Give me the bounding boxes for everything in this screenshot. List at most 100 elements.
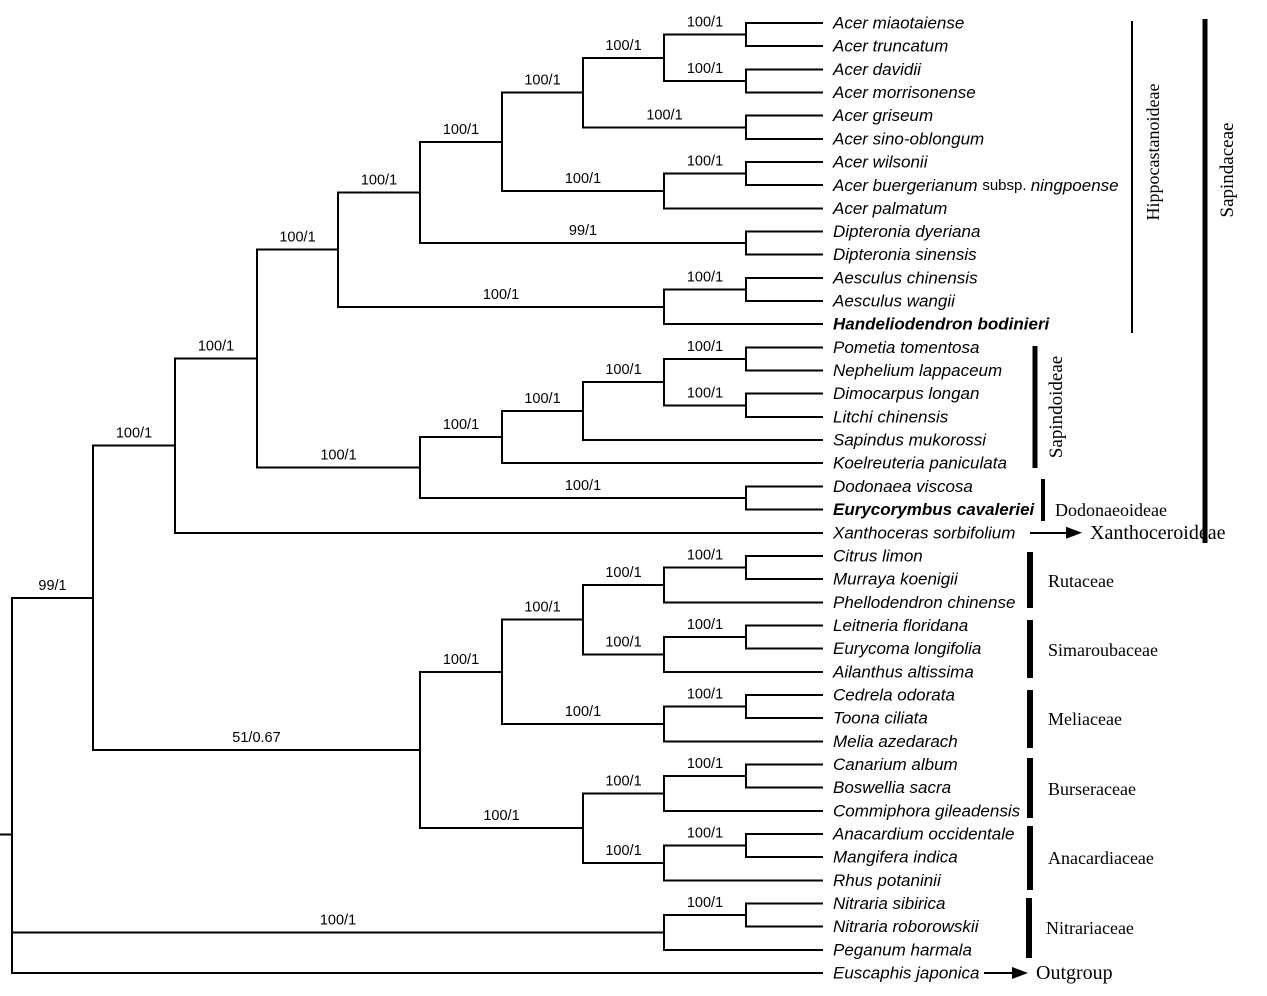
taxon-label: Aesculus chinensis	[832, 268, 978, 287]
clade-bar	[1027, 758, 1033, 818]
support-value: 99/1	[38, 578, 66, 594]
taxon-label: Dipteronia sinensis	[833, 245, 977, 264]
support-value: 100/1	[687, 687, 723, 703]
taxon-label: Aesculus wangii	[832, 292, 956, 311]
support-value: 100/1	[646, 107, 682, 123]
support-value: 100/1	[524, 391, 560, 407]
taxon-label: Nitraria roborowskii	[833, 917, 980, 936]
clade-bar	[1027, 552, 1033, 608]
clade-bar	[1027, 690, 1033, 748]
taxon-label: Handeliodendron bodinieri	[833, 315, 1051, 334]
support-value: 100/1	[483, 808, 519, 824]
support-value: 100/1	[687, 61, 723, 77]
arrow-icon	[1012, 967, 1028, 980]
support-value: 100/1	[279, 230, 315, 246]
clade-bar	[1032, 346, 1038, 468]
support-value: 100/1	[320, 448, 356, 464]
support-value: 100/1	[687, 617, 723, 633]
taxon-label: Dipteronia dyeriana	[833, 222, 980, 241]
support-value: 100/1	[605, 565, 641, 581]
taxon-label: Nephelium lappaceum	[833, 361, 1002, 380]
support-value: 100/1	[443, 417, 479, 433]
clade-label: Dodonaeoideae	[1055, 500, 1167, 520]
clade-bar	[1202, 19, 1208, 543]
clade-bar	[1026, 898, 1032, 958]
taxon-label: Acer sino-oblongum	[832, 129, 984, 148]
support-value: 100/1	[687, 756, 723, 772]
support-value: 100/1	[524, 600, 560, 616]
taxon-label: Acer palmatum	[832, 199, 947, 218]
taxon-label: Citrus limon	[833, 546, 923, 565]
support-value: 100/1	[565, 704, 601, 720]
clade-bar	[1041, 479, 1045, 521]
taxon-label: Phellodendron chinense	[833, 593, 1015, 612]
arrow-icon	[1066, 526, 1082, 539]
taxon-label: Dimocarpus longan	[833, 384, 979, 403]
support-value: 100/1	[198, 339, 234, 355]
taxon-label: Pometia tomentosa	[833, 338, 979, 357]
clade-label: Sapindoideae	[1046, 356, 1067, 458]
clade-bar	[1131, 21, 1133, 333]
taxon-label: Acer truncatum	[832, 37, 948, 56]
support-value: 100/1	[565, 171, 601, 187]
support-value: 100/1	[605, 773, 641, 789]
taxon-label: Acer griseum	[832, 106, 933, 125]
taxon-label: Nitraria sibirica	[833, 894, 945, 913]
taxon-label: Eurycoma longifolia	[833, 639, 981, 658]
support-value: 100/1	[524, 73, 560, 89]
support-value: 100/1	[687, 269, 723, 285]
support-value: 100/1	[687, 15, 723, 31]
clade-label: Sapindaceae	[1217, 123, 1238, 218]
support-value: 100/1	[565, 478, 601, 494]
taxon-label: Toona ciliata	[833, 709, 928, 728]
support-value: 100/1	[443, 122, 479, 138]
support-value: 100/1	[605, 634, 641, 650]
taxon-label: Xanthoceras sorbifolium	[832, 523, 1015, 542]
taxon-label: Euscaphis japonica	[833, 964, 979, 983]
taxon-label: Peganum harmala	[833, 940, 972, 959]
taxon-label: Acer miaotaiense	[832, 14, 964, 33]
taxon-label: Acer morrisonense	[832, 83, 976, 102]
taxon-label: Acer buergerianum subsp. ningpoense	[832, 176, 1119, 195]
clade-label: Rutaceae	[1048, 571, 1114, 591]
taxon-label: Rhus potaninii	[833, 871, 942, 890]
support-value: 100/1	[320, 912, 356, 928]
taxon-label: Litchi chinensis	[833, 407, 949, 426]
support-value: 100/1	[687, 154, 723, 170]
clade-bar	[1027, 826, 1033, 890]
support-value: 99/1	[569, 223, 597, 239]
taxon-label: Murraya koenigii	[833, 570, 959, 589]
support-value: 100/1	[605, 38, 641, 54]
taxon-label: Boswellia sacra	[833, 778, 951, 797]
clade-label: Xanthoceroideae	[1090, 522, 1226, 544]
taxon-label: Anacardium occidentale	[832, 824, 1014, 843]
clade-label: Anacardiaceae	[1048, 848, 1154, 868]
taxon-label: Canarium album	[833, 755, 958, 774]
taxon-label: Koelreuteria paniculata	[833, 454, 1007, 473]
support-value: 100/1	[116, 426, 152, 442]
support-value: 51/0.67	[232, 730, 280, 746]
clade-label: Hippocastanoideae	[1143, 84, 1163, 221]
clade-label: Nitrariaceae	[1046, 918, 1134, 938]
support-value: 100/1	[687, 385, 723, 401]
support-value: 100/1	[687, 339, 723, 355]
clade-label: Simaroubaceae	[1048, 640, 1158, 660]
taxon-label: Commiphora gileadensis	[833, 801, 1021, 820]
taxon-label: Sapindus mukorossi	[833, 431, 987, 450]
taxon-label: Melia azedarach	[833, 732, 958, 751]
support-value: 100/1	[687, 548, 723, 564]
clade-label: Meliaceae	[1048, 709, 1122, 729]
support-value: 100/1	[687, 826, 723, 842]
support-value: 100/1	[361, 172, 397, 188]
taxon-label: Eurycorymbus cavaleriei	[833, 500, 1036, 519]
taxon-label: Dodonaea viscosa	[833, 477, 973, 496]
clade-label: Burseraceae	[1048, 779, 1136, 799]
support-value: 100/1	[605, 843, 641, 859]
support-value: 100/1	[605, 362, 641, 378]
taxon-label: Cedrela odorata	[833, 685, 955, 704]
taxon-label: Ailanthus altissima	[832, 662, 974, 681]
support-value: 100/1	[443, 652, 479, 668]
clade-bar	[1027, 620, 1033, 678]
